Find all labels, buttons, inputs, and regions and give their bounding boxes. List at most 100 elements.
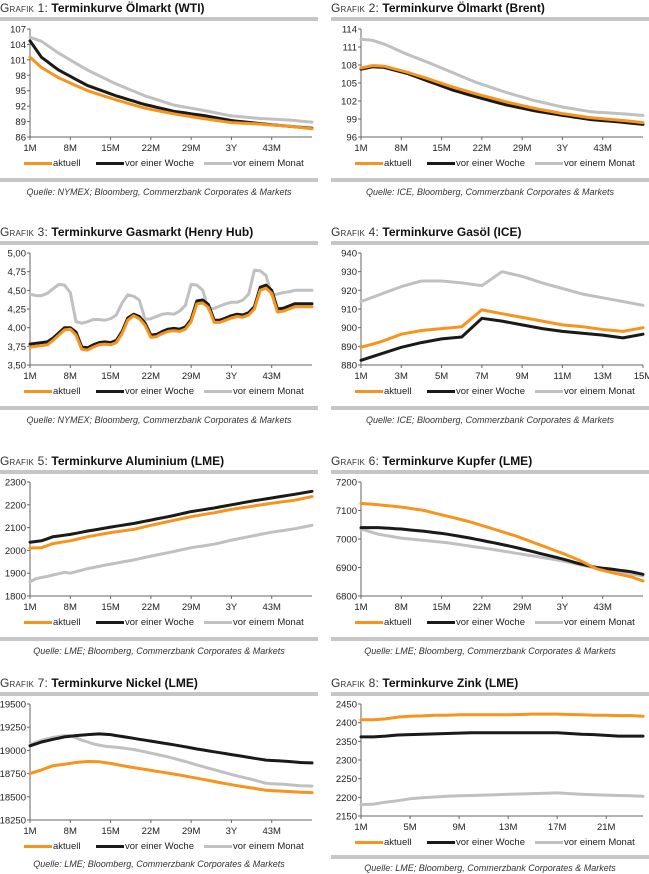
- series-line-monat: [359, 791, 645, 807]
- legend-swatch-aktuell: [24, 162, 52, 165]
- x-tick-label: 29M: [182, 602, 201, 613]
- x-tick-label: 43M: [593, 602, 612, 613]
- legend-swatch-aktuell: [355, 390, 383, 393]
- source-note: Quelle: ICE, Bloomberg, Commerzbank Corp…: [365, 187, 615, 197]
- legend-label: vor einem Monat: [233, 841, 304, 852]
- chart-title: Grafik 3: Terminkurve Gasmarkt (Henry Hu…: [0, 224, 318, 240]
- legend-swatch-monat: [204, 621, 232, 624]
- y-tick-label: 930: [341, 267, 357, 278]
- legend-item-aktuell: aktuell: [24, 386, 80, 397]
- series-line-aktuell: [359, 308, 645, 349]
- x-tick-label: 3M: [395, 371, 408, 382]
- x-tick-label: 8M: [64, 602, 77, 613]
- source-note: Quelle: ICE; Bloomberg, Commerzbank Corp…: [365, 415, 615, 425]
- legend-swatch-monat: [535, 162, 563, 165]
- title-divider: [0, 17, 318, 21]
- legend-swatch-woche: [427, 390, 455, 393]
- legend-item-monat: vor einem Monat: [535, 158, 635, 169]
- x-tick-label: 22M: [473, 602, 492, 613]
- x-tick-label: 29M: [182, 371, 201, 382]
- legend-item-monat: vor einem Monat: [204, 158, 304, 169]
- legend: aktuell vor einer Woche vor einem Monat: [0, 158, 318, 172]
- bottom-divider: [0, 178, 318, 182]
- legend-label: vor einer Woche: [456, 386, 525, 397]
- y-tick-label: 4,25: [8, 305, 27, 316]
- chart-title: Grafik 5: Terminkurve Aluminium (LME): [0, 453, 318, 469]
- x-tick-label: 15M: [432, 143, 451, 154]
- bottom-divider: [331, 178, 649, 182]
- y-tick-label: 2200: [5, 500, 26, 511]
- legend: aktuell vor einer Woche vor einem Monat: [0, 841, 318, 855]
- series-line-monat: [28, 268, 314, 325]
- panel-grafik-7: Grafik 7: Terminkurve Nickel (LME) 18250…: [0, 675, 318, 869]
- x-tick-label: 17M: [548, 822, 567, 833]
- legend-swatch-aktuell: [24, 621, 52, 624]
- x-tick-label: 29M: [513, 602, 532, 613]
- legend-item-aktuell: aktuell: [24, 158, 80, 169]
- legend: aktuell vor einer Woche vor einem Monat: [331, 386, 649, 400]
- legend-swatch-aktuell: [24, 845, 52, 848]
- chart-title: Grafik 7: Terminkurve Nickel (LME): [0, 675, 318, 691]
- chart-name: Terminkurve Gasmarkt (Henry Hub): [51, 225, 254, 239]
- legend-item-aktuell: aktuell: [355, 158, 411, 169]
- legend-item-monat: vor einem Monat: [204, 617, 304, 628]
- y-tick-label: 2100: [5, 523, 26, 534]
- legend-item-woche: vor einer Woche: [427, 386, 525, 397]
- legend-swatch-monat: [204, 390, 232, 393]
- panel-grafik-5: Grafik 5: Terminkurve Aluminium (LME) 18…: [0, 453, 318, 656]
- legend-item-monat: vor einem Monat: [535, 617, 635, 628]
- source-note: Quelle: LME; Bloomberg, Commerzbank Corp…: [364, 646, 616, 656]
- legend-label: vor einem Monat: [564, 837, 635, 848]
- chart-number: Grafik 7:: [0, 676, 49, 690]
- x-tick-label: 22M: [142, 826, 161, 837]
- legend-item-aktuell: aktuell: [355, 837, 411, 848]
- legend-label: vor einem Monat: [564, 158, 635, 169]
- x-tick-label: 43M: [262, 602, 281, 613]
- x-tick-label: 9M: [452, 822, 465, 833]
- y-tick-label: 101: [10, 55, 26, 66]
- legend-swatch-aktuell: [355, 841, 383, 844]
- y-tick-label: 1800: [5, 592, 26, 603]
- y-tick-label: 880: [341, 361, 357, 372]
- x-tick-label: 13M: [499, 822, 518, 833]
- series-line-aktuell: [359, 712, 645, 722]
- y-tick-label: 89: [15, 117, 26, 128]
- legend-item-monat: vor einem Monat: [204, 386, 304, 397]
- legend-swatch-monat: [204, 162, 232, 165]
- source-note: Quelle: NYMEX; Bloomberg, Commerzbank Co…: [26, 187, 292, 197]
- x-tick-label: 21M: [597, 822, 616, 833]
- legend-item-woche: vor einer Woche: [427, 158, 525, 169]
- legend-label: vor einer Woche: [456, 617, 525, 628]
- legend-item-aktuell: aktuell: [24, 841, 80, 852]
- y-tick-label: 18750: [0, 769, 26, 780]
- title-divider: [331, 470, 649, 474]
- series-line-monat: [28, 523, 314, 584]
- x-tick-label: 43M: [593, 143, 612, 154]
- source-note: Quelle: LME; Bloomberg, Commerzbank Corp…: [33, 859, 285, 869]
- chart-number: Grafik 2:: [331, 1, 380, 15]
- bottom-divider: [331, 406, 649, 410]
- legend-swatch-aktuell: [355, 621, 383, 624]
- y-tick-label: 19000: [0, 746, 26, 757]
- legend-item-woche: vor einer Woche: [96, 158, 194, 169]
- x-tick-label: 5M: [403, 822, 416, 833]
- chart-name: Terminkurve Nickel (LME): [51, 676, 198, 690]
- legend-item-woche: vor einer Woche: [96, 841, 194, 852]
- title-divider: [0, 241, 318, 245]
- y-tick-label: 18250: [0, 816, 26, 827]
- x-tick-label: 15M: [101, 602, 120, 613]
- y-tick-label: 104: [10, 40, 26, 51]
- legend-swatch-aktuell: [24, 390, 52, 393]
- chart-title: Grafik 1: Terminkurve Ölmarkt (WTI): [0, 0, 318, 16]
- chart-number: Grafik 3:: [0, 225, 49, 239]
- legend: aktuell vor einer Woche vor einem Monat: [331, 158, 649, 172]
- y-tick-label: 18500: [0, 792, 26, 803]
- legend-item-woche: vor einer Woche: [96, 617, 194, 628]
- x-tick-label: 1M: [354, 602, 367, 613]
- legend-item-woche: vor einer Woche: [427, 617, 525, 628]
- series-line-woche: [28, 732, 314, 765]
- y-tick-label: 2300: [5, 478, 26, 489]
- legend-swatch-monat: [535, 841, 563, 844]
- series-line-aktuell: [359, 64, 645, 125]
- line-chart-kupfer: 6800 6900 7000 7100 7200 1M 8M 15M 22M 29M 3Y 43M: [336, 478, 645, 613]
